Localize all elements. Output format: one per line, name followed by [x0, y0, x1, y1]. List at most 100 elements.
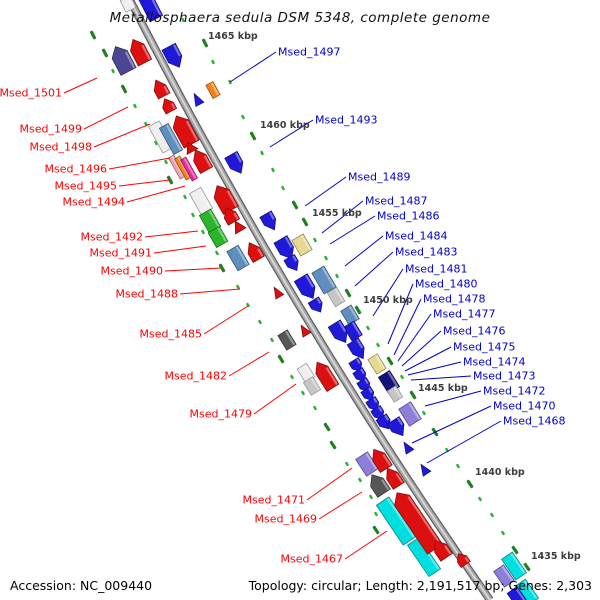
gene-glyph[interactable]	[430, 537, 453, 562]
gene-label[interactable]: Msed_1501	[0, 87, 62, 100]
gene-glyph[interactable]	[169, 112, 200, 149]
gene-label[interactable]: Msed_1483	[395, 246, 457, 259]
gene-glyph[interactable]	[367, 353, 387, 375]
gene-glyph[interactable]	[205, 80, 221, 100]
gene-glyph[interactable]	[220, 205, 241, 226]
gene-glyph[interactable]	[352, 367, 369, 385]
gene-label[interactable]: Msed_1492	[81, 231, 143, 244]
gene-glyph[interactable]	[365, 396, 382, 414]
gene-glyph[interactable]	[158, 122, 184, 156]
gene-glyph[interactable]	[506, 586, 528, 600]
gene-glyph[interactable]	[307, 296, 325, 315]
gene-glyph[interactable]	[398, 401, 422, 427]
label-leader-line	[410, 375, 472, 381]
small-feature-dash	[366, 325, 370, 331]
gene-glyph[interactable]	[150, 77, 171, 100]
gene-glyph[interactable]	[348, 357, 365, 375]
gene-glyph[interactable]	[190, 92, 205, 108]
gene-label[interactable]: Msed_1489	[348, 171, 410, 184]
gene-glyph[interactable]	[356, 377, 373, 395]
gene-label[interactable]: Msed_1488	[116, 288, 178, 301]
gene-glyph[interactable]	[244, 240, 265, 264]
gene-label[interactable]: Msed_1495	[55, 180, 117, 193]
gene-label[interactable]: Msed_1485	[140, 328, 202, 341]
gene-glyph[interactable]	[189, 147, 214, 174]
gene-label[interactable]: Msed_1472	[483, 385, 545, 398]
gene-glyph[interactable]	[119, 0, 137, 13]
gene-glyph[interactable]	[382, 465, 405, 490]
gene-glyph[interactable]	[454, 551, 471, 569]
gene-glyph[interactable]	[366, 471, 391, 498]
gene-label[interactable]: Msed_1498	[30, 141, 92, 154]
gene-label[interactable]: Msed_1484	[385, 230, 447, 243]
gene-label[interactable]: Msed_1468	[503, 415, 565, 428]
gene-label[interactable]: Msed_1491	[90, 247, 152, 260]
gene-glyph[interactable]	[326, 286, 346, 308]
gene-label[interactable]: Msed_1487	[365, 195, 427, 208]
gene-label[interactable]: Msed_1494	[63, 196, 125, 209]
gene-glyph[interactable]	[297, 323, 312, 338]
gene-glyph[interactable]	[277, 329, 297, 351]
gene-glyph[interactable]	[226, 244, 250, 272]
gene-label[interactable]: Msed_1490	[101, 265, 163, 278]
gene-glyph[interactable]	[327, 319, 351, 346]
gene-label[interactable]: Msed_1486	[377, 210, 439, 223]
gene-glyph[interactable]	[126, 36, 153, 67]
gene-glyph[interactable]	[159, 96, 178, 115]
gene-glyph[interactable]	[283, 253, 302, 273]
gene-glyph[interactable]	[346, 337, 369, 362]
gene-label[interactable]: Msed_1480	[415, 278, 477, 291]
gene-glyph[interactable]	[417, 462, 432, 477]
gene-glyph[interactable]	[514, 578, 540, 600]
gene-glyph[interactable]	[370, 405, 387, 423]
gene-glyph[interactable]	[179, 156, 199, 182]
gene-glyph[interactable]	[360, 386, 377, 404]
gene-glyph[interactable]	[136, 0, 164, 23]
small-feature-dash	[466, 479, 474, 489]
gene-glyph[interactable]	[207, 225, 229, 249]
gene-glyph[interactable]	[273, 235, 298, 263]
gene-label[interactable]: Msed_1470	[493, 400, 555, 413]
gene-glyph[interactable]	[343, 320, 363, 342]
gene-glyph[interactable]	[500, 551, 528, 581]
gene-glyph[interactable]	[259, 210, 280, 233]
gene-glyph[interactable]	[400, 440, 415, 455]
gene-glyph[interactable]	[293, 273, 319, 302]
gene-glyph[interactable]	[368, 446, 393, 474]
gene-glyph[interactable]	[224, 150, 247, 176]
gene-label[interactable]: Msed_1471	[243, 494, 305, 507]
small-feature-dash	[120, 84, 128, 94]
gene-glyph[interactable]	[161, 42, 186, 70]
gene-glyph[interactable]	[230, 218, 247, 235]
gene-glyph[interactable]	[182, 140, 199, 155]
gene-label[interactable]: Msed_1473	[473, 370, 535, 383]
gene-glyph[interactable]	[270, 285, 285, 300]
small-feature-dash	[301, 217, 309, 227]
gene-label[interactable]: Msed_1481	[405, 263, 467, 276]
gene-label[interactable]: Msed_1499	[20, 123, 82, 136]
gene-glyph[interactable]	[311, 359, 340, 392]
gene-label[interactable]: Msed_1469	[255, 513, 317, 526]
gene-label[interactable]: Msed_1493	[315, 114, 377, 127]
gene-label[interactable]: Msed_1467	[281, 553, 343, 566]
gene-glyph[interactable]	[493, 564, 515, 588]
gene-label[interactable]: Msed_1496	[45, 163, 107, 176]
small-feature-dash	[344, 288, 352, 298]
gene-glyph[interactable]	[386, 416, 408, 440]
gene-label[interactable]: Msed_1476	[443, 325, 505, 338]
gene-glyph[interactable]	[311, 265, 337, 295]
gene-glyph[interactable]	[291, 233, 313, 257]
gene-label[interactable]: Msed_1477	[433, 308, 495, 321]
gene-label[interactable]: Msed_1479	[190, 408, 252, 421]
gene-label[interactable]: Msed_1475	[453, 341, 515, 354]
scale-label: 1445 kbp	[418, 383, 468, 394]
gene-label[interactable]: Msed_1482	[165, 370, 227, 383]
gene-glyph[interactable]	[302, 376, 322, 396]
small-feature-dash	[164, 159, 168, 165]
gene-glyph[interactable]	[386, 385, 404, 403]
gene-label[interactable]: Msed_1474	[463, 356, 525, 369]
gene-glyph[interactable]	[375, 413, 394, 432]
gene-label[interactable]: Msed_1478	[423, 293, 485, 306]
gene-label[interactable]: Msed_1497	[278, 46, 340, 59]
gene-glyph[interactable]	[108, 43, 137, 76]
